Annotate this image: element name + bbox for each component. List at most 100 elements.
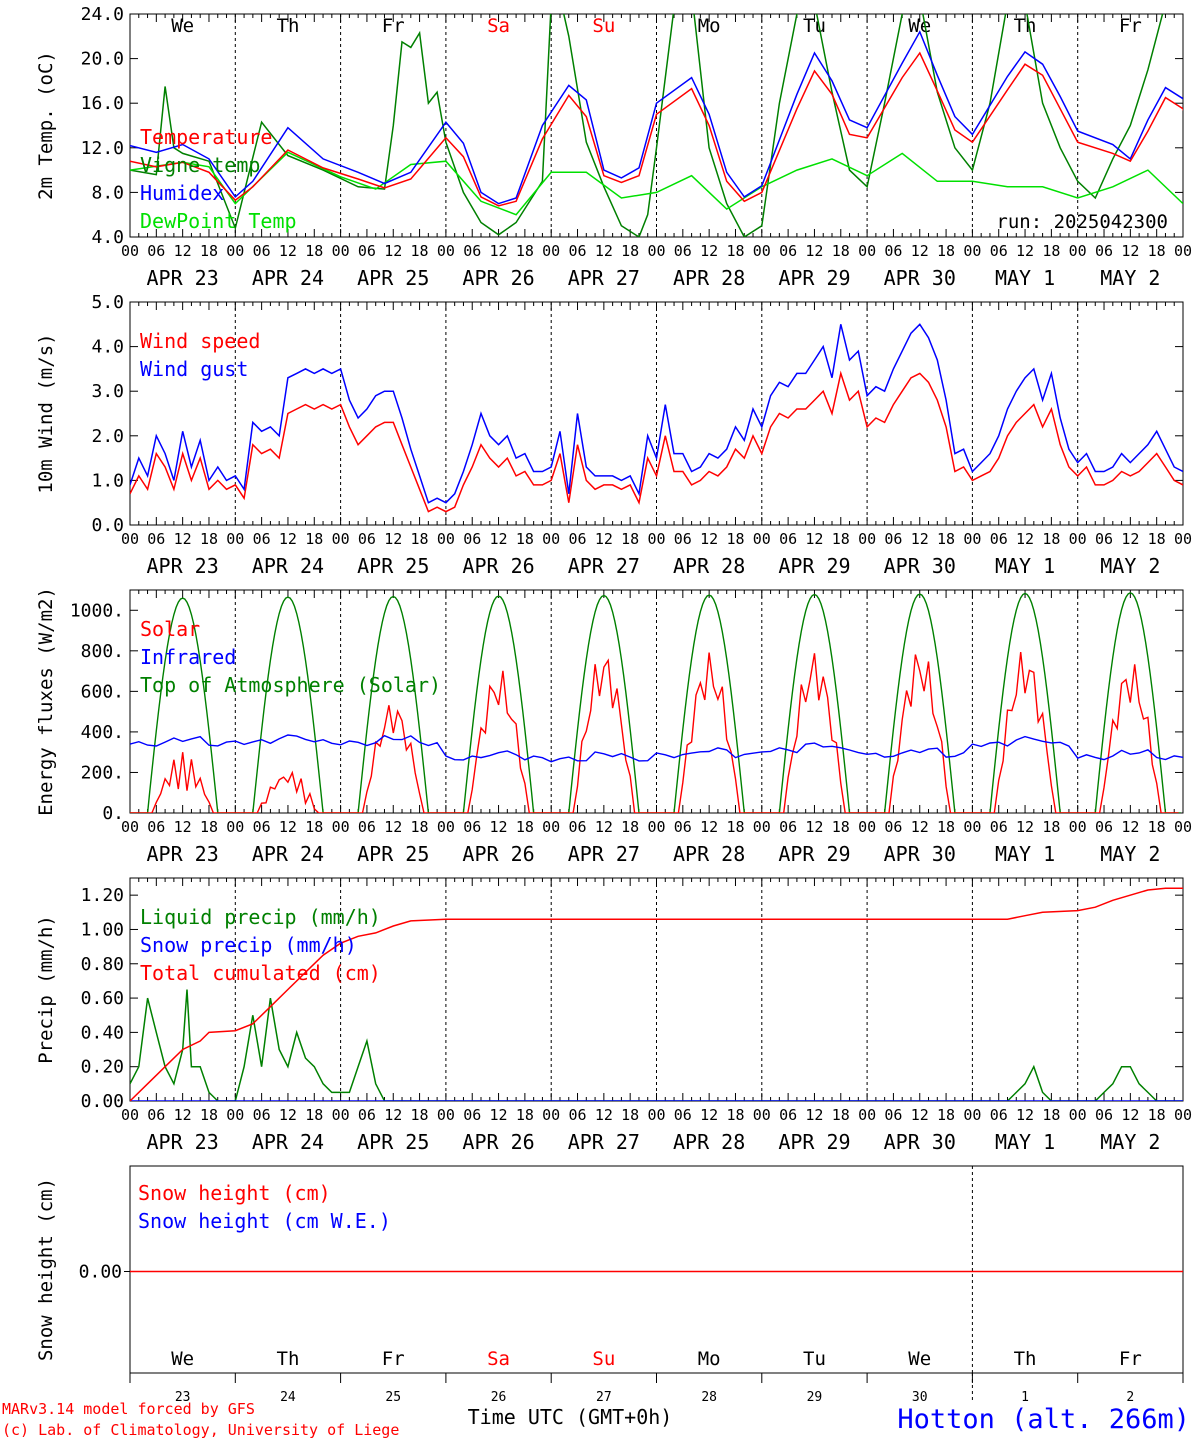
hour-tick-label: 12 — [911, 818, 929, 836]
hour-tick-label: 06 — [674, 242, 692, 260]
hour-tick-label: 00 — [121, 818, 139, 836]
weekday-label: We — [171, 1348, 194, 1370]
date-label: APR 27 — [568, 554, 640, 578]
hour-tick-label: 12 — [595, 530, 613, 548]
series-temperature — [130, 51, 1183, 207]
series-humidex — [130, 30, 1183, 205]
date-label: APR 27 — [568, 266, 640, 290]
hour-tick-label: 12 — [595, 242, 613, 260]
panel-temp: 4.0 8.0 12.0 16.0 20.0 24.0 2m Temp. (oC) 00 06 1… — [35, 4, 1192, 290]
plot-frame — [129, 589, 1184, 814]
hour-tick-label: 18 — [726, 242, 744, 260]
hour-tick-label: 18 — [411, 242, 429, 260]
date-label: APR 27 — [568, 1130, 640, 1154]
hour-tick-label: 12 — [595, 818, 613, 836]
hour-tick-label: 12 — [174, 530, 192, 548]
weekday-label: Fr — [1119, 1348, 1142, 1370]
hour-tick-label: 06 — [358, 530, 376, 548]
date-label: APR 30 — [884, 842, 956, 866]
hour-tick-label: 18 — [832, 818, 850, 836]
hour-tick-label: 06 — [253, 530, 271, 548]
hour-tick-label: 00 — [121, 242, 139, 260]
hour-tick-label: 18 — [411, 530, 429, 548]
hour-tick-label: 18 — [726, 818, 744, 836]
hour-tick-label: 00 — [121, 530, 139, 548]
date-label: APR 26 — [462, 842, 534, 866]
date-label: APR 29 — [778, 842, 850, 866]
hour-tick-label: 00 — [963, 818, 981, 836]
date-label: APR 28 — [673, 842, 745, 866]
legend-dewpoint: DewPoint Temp — [140, 209, 297, 233]
date-label: APR 28 — [673, 266, 745, 290]
hour-tick-label: 00 — [1069, 818, 1087, 836]
hour-tick-label: 06 — [674, 530, 692, 548]
y-tick-label: 0.20 — [81, 1057, 124, 1078]
legend-snow-height: Snow height (cm) — [138, 1181, 331, 1205]
date-label: APR 30 — [884, 554, 956, 578]
date-label: APR 26 — [462, 1130, 534, 1154]
hour-tick-label: 06 — [779, 818, 797, 836]
date-label: APR 24 — [252, 842, 324, 866]
hour-tick-label: 12 — [1121, 242, 1139, 260]
series-solar — [130, 652, 1179, 813]
series-liquid-precip-mm-h- — [130, 989, 1183, 1101]
hour-tick-label: 12 — [490, 1106, 508, 1124]
y-tick-label: 2.0 — [91, 426, 124, 447]
hour-tick-label: 12 — [279, 242, 297, 260]
hour-tick-label: 18 — [1042, 1106, 1060, 1124]
hour-tick-label: 12 — [1121, 818, 1139, 836]
hour-tick-label: 06 — [990, 242, 1008, 260]
hour-tick-label: 18 — [937, 530, 955, 548]
hour-tick-label: 18 — [1148, 818, 1166, 836]
hour-tick-label: 12 — [805, 1106, 823, 1124]
date-label: APR 25 — [357, 554, 429, 578]
hour-tick-label: 00 — [332, 242, 350, 260]
y-tick-label: 400. — [81, 722, 124, 743]
date-label: APR 28 — [673, 554, 745, 578]
y-tick-label: 0.40 — [81, 1022, 124, 1043]
hour-tick-label: 18 — [937, 1106, 955, 1124]
hour-tick-label: 06 — [884, 242, 902, 260]
legend-temp: Temperature Vigne temp Humidex DewPoint … — [140, 125, 297, 233]
y-tick-label: 1.00 — [81, 919, 124, 940]
legend-wind-gust: Wind gust — [140, 357, 248, 381]
hour-tick-label: 00 — [437, 1106, 455, 1124]
hour-tick-label: 18 — [726, 1106, 744, 1124]
y-tick-label: 0.60 — [81, 988, 124, 1009]
hour-tick-label: 12 — [1016, 530, 1034, 548]
date-label: APR 24 — [252, 266, 324, 290]
hour-tick-label: 00 — [542, 242, 560, 260]
y-tick-label: 0.00 — [79, 1262, 122, 1283]
hour-tick-label: 06 — [990, 818, 1008, 836]
weekday-label: Mo — [698, 1348, 721, 1370]
date-label: APR 25 — [357, 842, 429, 866]
hour-tick-label: 18 — [832, 1106, 850, 1124]
date-label: APR 24 — [252, 554, 324, 578]
date-label: APR 26 — [462, 554, 534, 578]
hour-tick-label: 00 — [437, 530, 455, 548]
y-tick-label: 4.0 — [91, 337, 124, 358]
day-number: 29 — [807, 1390, 823, 1405]
hour-tick-label: 00 — [753, 530, 771, 548]
hour-tick-label: 18 — [200, 530, 218, 548]
hour-tick-label: 00 — [437, 242, 455, 260]
hour-tick-label: 12 — [1016, 242, 1034, 260]
hour-tick-label: 12 — [1016, 1106, 1034, 1124]
hour-tick-label: 18 — [621, 242, 639, 260]
panel-snow: Snow height (cm) 0.00 We 23 Th 24 Fr 25 Sa 26 Su 27… — [35, 1165, 1184, 1405]
hour-tick-label: 06 — [1095, 530, 1113, 548]
hour-tick-label: 06 — [568, 530, 586, 548]
legend-infrared: Infrared — [140, 645, 236, 669]
series-dewpoint-temp — [130, 151, 1183, 216]
weekday-label: Th — [277, 1348, 300, 1370]
legend-toa: Top of Atmosphere (Solar) — [140, 673, 441, 697]
hour-tick-label: 12 — [279, 818, 297, 836]
date-label: MAY 1 — [995, 266, 1055, 290]
hour-tick-label: 12 — [805, 818, 823, 836]
y-tick-label: 800. — [81, 641, 124, 662]
series-infrared — [130, 734, 1183, 763]
hour-tick-label: 12 — [384, 818, 402, 836]
series-wind-gust — [130, 323, 1183, 504]
model-credit: MARv3.14 model forced by GFS — [2, 1400, 255, 1418]
y-tick-label: 0.80 — [81, 954, 124, 975]
